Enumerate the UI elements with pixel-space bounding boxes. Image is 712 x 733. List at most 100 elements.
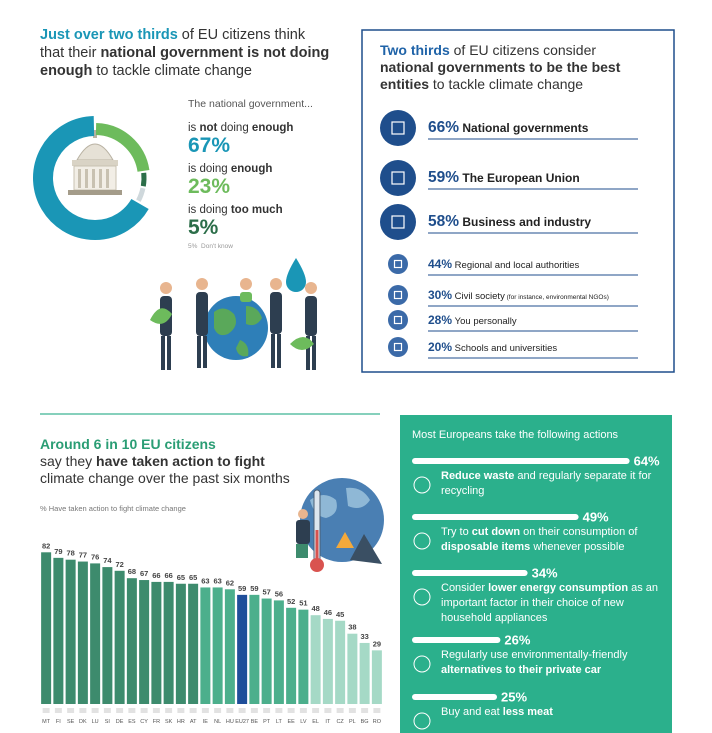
entity-label: National governments [462,121,588,135]
entity-icon [380,204,416,240]
action-text-part: Try to [441,526,472,538]
donut-value: 23% [188,175,231,198]
x-tick-label: CY [140,719,148,725]
action-value-label: 64% [634,454,660,469]
bar-value-label: 82 [42,541,50,550]
action-icon [413,532,431,550]
bar [200,587,211,704]
bar [163,581,174,704]
x-tick-label: MT [42,719,51,725]
action-text-part: less meat [502,706,553,718]
entity-label: Civil society (for instance, environment… [455,291,609,302]
bar-value-label: 57 [262,588,270,597]
box-frame [361,29,675,373]
entity-icon [388,310,408,330]
box-headline: Two thirds of EU citizens consider natio… [380,42,642,93]
donut-label-part: too much [230,204,283,216]
minor-label: Don't know [201,243,233,250]
bar-value-label: 78 [66,549,74,558]
entity-row: 59% The European Union [428,169,580,187]
entity-label: Regional and local authorities [455,260,580,271]
flag [54,708,62,713]
flag [238,708,246,713]
action-text-part: Consider [441,582,489,594]
bar-value-label: 33 [360,632,368,641]
bar-value-label: 66 [164,571,172,580]
bar [298,609,309,704]
entity-value: 58% [428,213,460,230]
entity-row: 28% You personally [428,313,517,329]
action-text: Buy and eat less meat [441,705,659,720]
panel-title: Most Europeans take the following action… [412,429,619,441]
entity-value: 30% [428,288,453,302]
action-value-label: 49% [583,510,609,525]
bar-subtitle: % Have taken action to fight climate cha… [40,504,186,513]
x-tick-label: LU [92,719,99,725]
entity-label-part: Civil society [454,291,505,302]
bar-value-label: 52 [287,597,295,606]
entity-icon-glyph [391,215,405,229]
entity-icon [380,160,416,196]
entity-value: 44% [428,257,453,271]
headline-part: to tackle climate change [92,63,252,79]
flag [103,708,111,713]
capitol-icon [55,130,135,218]
x-tick-label: AT [190,719,197,725]
donut-label-part: enough [251,122,294,134]
bar-value-label: 56 [275,589,283,598]
bar [151,581,162,704]
headline: Just over two thirds of EU citizens thin… [40,26,332,80]
donut-value: 23% [188,175,230,199]
bar-value-label: 79 [54,547,62,556]
bar-value-label: 65 [177,573,185,582]
x-tick-label: HU [226,719,234,725]
flag [140,708,148,713]
flag [214,708,222,713]
bar-value-label: 59 [250,584,258,593]
x-tick-label: FI [56,719,61,725]
action-text-part: Reduce waste [441,470,515,482]
bar-value-label: 77 [79,551,87,560]
entity-label: You personally [454,316,517,327]
box-headline-part: Two thirds [380,42,450,58]
entity-icon-glyph [393,342,403,352]
action-icon [413,588,431,606]
action-text-part: and regularly separate it for recycling [441,470,652,497]
entity-icon-glyph [393,290,403,300]
flag [250,708,258,713]
flag [361,708,369,713]
bar [53,557,64,704]
x-tick-label: PT [263,719,271,725]
entity-row: 66% National governments [428,119,588,137]
flag [152,708,160,713]
flag [128,708,136,713]
bar-value-label: 48 [311,604,319,613]
entity-value: 59% [428,169,460,186]
entity-icon [388,285,408,305]
bar [273,600,284,704]
panel-title: Most Europeans take the following action… [412,429,618,441]
x-tick-label: SK [165,719,173,725]
donut-value: 67% [188,134,231,157]
action-bar [412,694,497,700]
action-value-label: 25% [501,690,527,705]
entity-row: 44% Regional and local authorities [428,257,579,273]
donut-label: is doing enough [188,163,272,175]
bar-value-label: 68 [128,567,136,576]
climate-illustration [296,478,384,572]
entity-label: Schools and universities [454,343,558,354]
action-value-label: 34% [532,566,558,581]
x-tick-label: SI [105,719,111,725]
bar-value-label: 51 [299,599,307,608]
entity-label: Schools and universities [455,343,557,354]
bar-value-label: 63 [201,576,209,585]
entity-label: The European Union [462,171,580,185]
action-text-part: whenever possible [530,541,625,553]
bar [90,563,101,704]
action-value-label: 26% [504,633,530,648]
bar [335,620,346,704]
x-tick-label: DE [116,719,124,725]
flag [201,708,209,713]
x-tick-label: EL [312,719,319,725]
